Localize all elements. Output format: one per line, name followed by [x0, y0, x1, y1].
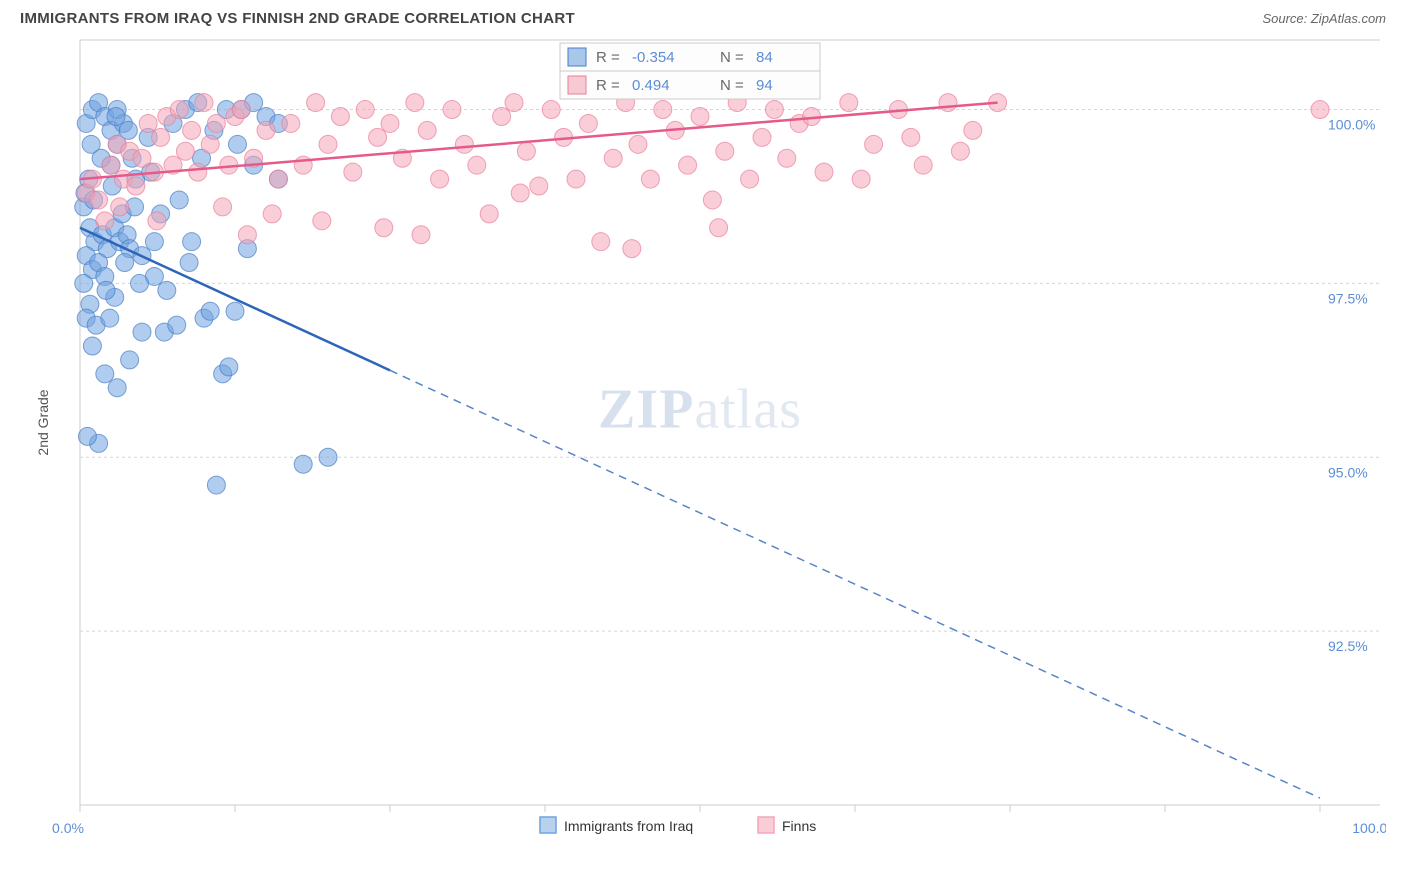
svg-text:0.494: 0.494 — [632, 77, 670, 94]
svg-text:Immigrants from Iraq: Immigrants from Iraq — [564, 818, 693, 834]
svg-text:R =: R = — [596, 77, 620, 94]
svg-text:100.0%: 100.0% — [1352, 820, 1386, 836]
svg-text:84: 84 — [756, 49, 773, 66]
svg-text:N =: N = — [720, 77, 744, 94]
chart-source: Source: ZipAtlas.com — [1262, 11, 1386, 26]
svg-text:95.0%: 95.0% — [1328, 464, 1368, 480]
svg-text:94: 94 — [756, 77, 773, 94]
chart-container: 92.5% 95.0% 97.5% 100.0% 0.0% 100.0% 2nd Grade… — [20, 35, 1386, 855]
svg-text:Finns: Finns — [782, 818, 816, 834]
svg-text:N =: N = — [720, 49, 744, 66]
scatter-chart: 92.5% 95.0% 97.5% 100.0% 0.0% 100.0% 2nd Grade… — [20, 35, 1386, 855]
svg-text:100.0%: 100.0% — [1328, 117, 1375, 133]
svg-text:0.0%: 0.0% — [52, 820, 84, 836]
svg-text:2nd Grade: 2nd Grade — [35, 389, 51, 455]
svg-text:R =: R = — [596, 49, 620, 66]
svg-text:97.5%: 97.5% — [1328, 290, 1368, 306]
svg-text:ZIPatlas: ZIPatlas — [598, 379, 802, 441]
svg-text:-0.354: -0.354 — [632, 49, 675, 66]
chart-title: IMMIGRANTS FROM IRAQ VS FINNISH 2ND GRAD… — [20, 10, 575, 27]
svg-text:92.5%: 92.5% — [1328, 638, 1368, 654]
